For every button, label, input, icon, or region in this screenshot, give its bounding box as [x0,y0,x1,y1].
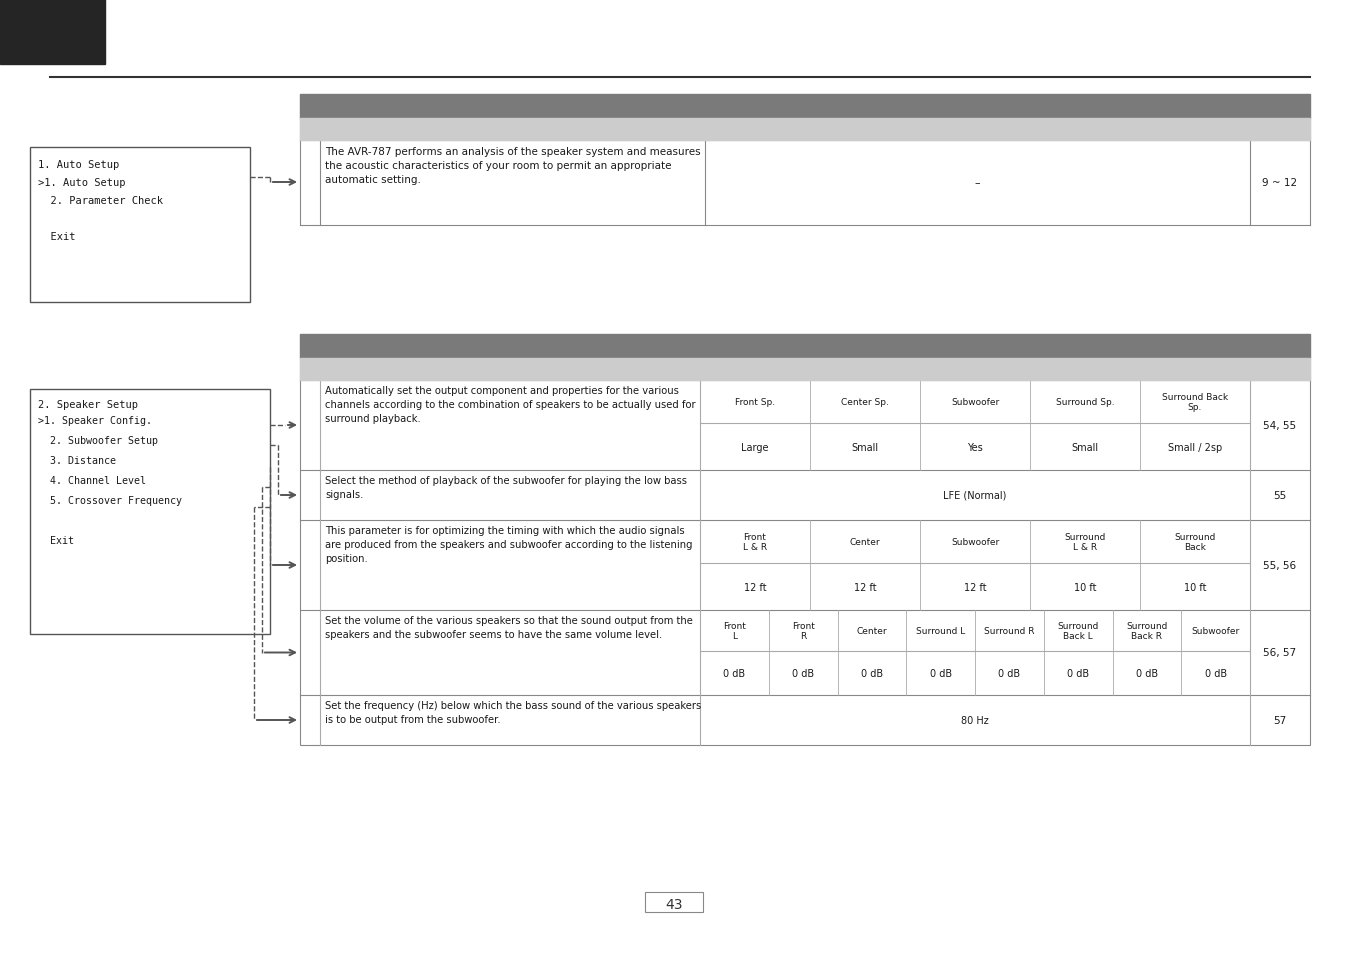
Text: 12 ft: 12 ft [854,582,877,592]
Bar [299,358,1310,745]
Text: 2. Subwoofer Setup: 2. Subwoofer Setup [38,436,158,446]
Text: 12 ft: 12 ft [963,582,986,592]
Text: Subwoofer: Subwoofer [1191,626,1240,636]
Text: Front
L & R: Front L & R [743,533,768,552]
Text: 56, 57: 56, 57 [1264,648,1296,658]
Text: Small: Small [851,442,878,452]
Text: 0 dB: 0 dB [1205,668,1226,679]
Text: Surround
L & R: Surround L & R [1064,533,1106,552]
Text: 1. Auto Setup: 1. Auto Setup [38,160,119,170]
Bar [299,335,1310,358]
Text: Center: Center [850,537,881,546]
Text: Surround
Back L: Surround Back L [1058,621,1099,640]
Text: Surround L: Surround L [916,626,966,636]
Text: 55, 56: 55, 56 [1264,560,1296,571]
Text: 0 dB: 0 dB [1136,668,1157,679]
Text: Small: Small [1071,442,1098,452]
Text: Front
R: Front R [792,621,815,640]
Text: Set the volume of the various speakers so that the sound output from the
speaker: Set the volume of the various speakers s… [325,616,693,639]
Text: 0 dB: 0 dB [723,668,746,679]
Bar [299,119,1310,141]
Text: Large: Large [741,442,769,452]
Text: Front
L: Front L [723,621,746,640]
Text: 0 dB: 0 dB [1067,668,1089,679]
Text: 54, 55: 54, 55 [1264,420,1296,431]
Text: 57: 57 [1273,716,1287,725]
Text: 4. Channel Level: 4. Channel Level [38,476,146,485]
Text: 9 ~ 12: 9 ~ 12 [1263,178,1298,189]
Text: LFE (Normal): LFE (Normal) [943,491,1006,500]
Text: 55: 55 [1273,491,1287,500]
Text: Center Sp.: Center Sp. [840,397,889,407]
Text: 10 ft: 10 ft [1184,582,1206,592]
Text: 80 Hz: 80 Hz [960,716,989,725]
Text: Yes: Yes [967,442,983,452]
Bar [30,148,250,303]
Bar [645,892,703,912]
Text: 2. Speaker Setup: 2. Speaker Setup [38,399,138,410]
Text: 10 ft: 10 ft [1074,582,1097,592]
Text: 2. Parameter Check: 2. Parameter Check [38,195,163,206]
Text: Front Sp.: Front Sp. [735,397,776,407]
Text: 0 dB: 0 dB [861,668,884,679]
Text: Exit: Exit [38,232,76,242]
Text: –: – [975,178,981,189]
Text: Surround Sp.: Surround Sp. [1056,397,1114,407]
Text: This parameter is for optimizing the timing with which the audio signals
are pro: This parameter is for optimizing the tim… [325,525,692,563]
Text: Set the frequency (Hz) below which the bass sound of the various speakers
is to : Set the frequency (Hz) below which the b… [325,700,701,724]
Text: Automatically set the output component and properties for the various
channels a: Automatically set the output component a… [325,386,696,423]
Text: >1. Speaker Config.: >1. Speaker Config. [38,416,152,426]
Text: Small / 2sp: Small / 2sp [1168,442,1222,452]
Text: 3. Distance: 3. Distance [38,456,116,465]
Bar [30,390,270,635]
Text: The AVR-787 performs an analysis of the speaker system and measures
the acoustic: The AVR-787 performs an analysis of the … [325,147,700,185]
Text: >1. Auto Setup: >1. Auto Setup [38,178,125,188]
Text: Center: Center [857,626,888,636]
Text: Surround Back
Sp.: Surround Back Sp. [1161,393,1228,412]
Text: 0 dB: 0 dB [792,668,815,679]
Text: Subwoofer: Subwoofer [951,537,1000,546]
Text: 12 ft: 12 ft [743,582,766,592]
Text: 0 dB: 0 dB [929,668,951,679]
Bar [299,95,1310,119]
Text: Surround R: Surround R [985,626,1035,636]
Text: Subwoofer: Subwoofer [951,397,1000,407]
Text: Exit: Exit [38,536,74,545]
Bar [0,0,105,65]
Text: 0 dB: 0 dB [998,668,1020,679]
Text: Select the method of playback of the subwoofer for playing the low bass
signals.: Select the method of playback of the sub… [325,476,687,499]
Text: 43: 43 [665,897,683,911]
Bar [299,358,1310,380]
Text: 5. Crossover Frequency: 5. Crossover Frequency [38,496,182,505]
Text: Surround
Back R: Surround Back R [1126,621,1168,640]
Text: Surround
Back: Surround Back [1175,533,1215,552]
